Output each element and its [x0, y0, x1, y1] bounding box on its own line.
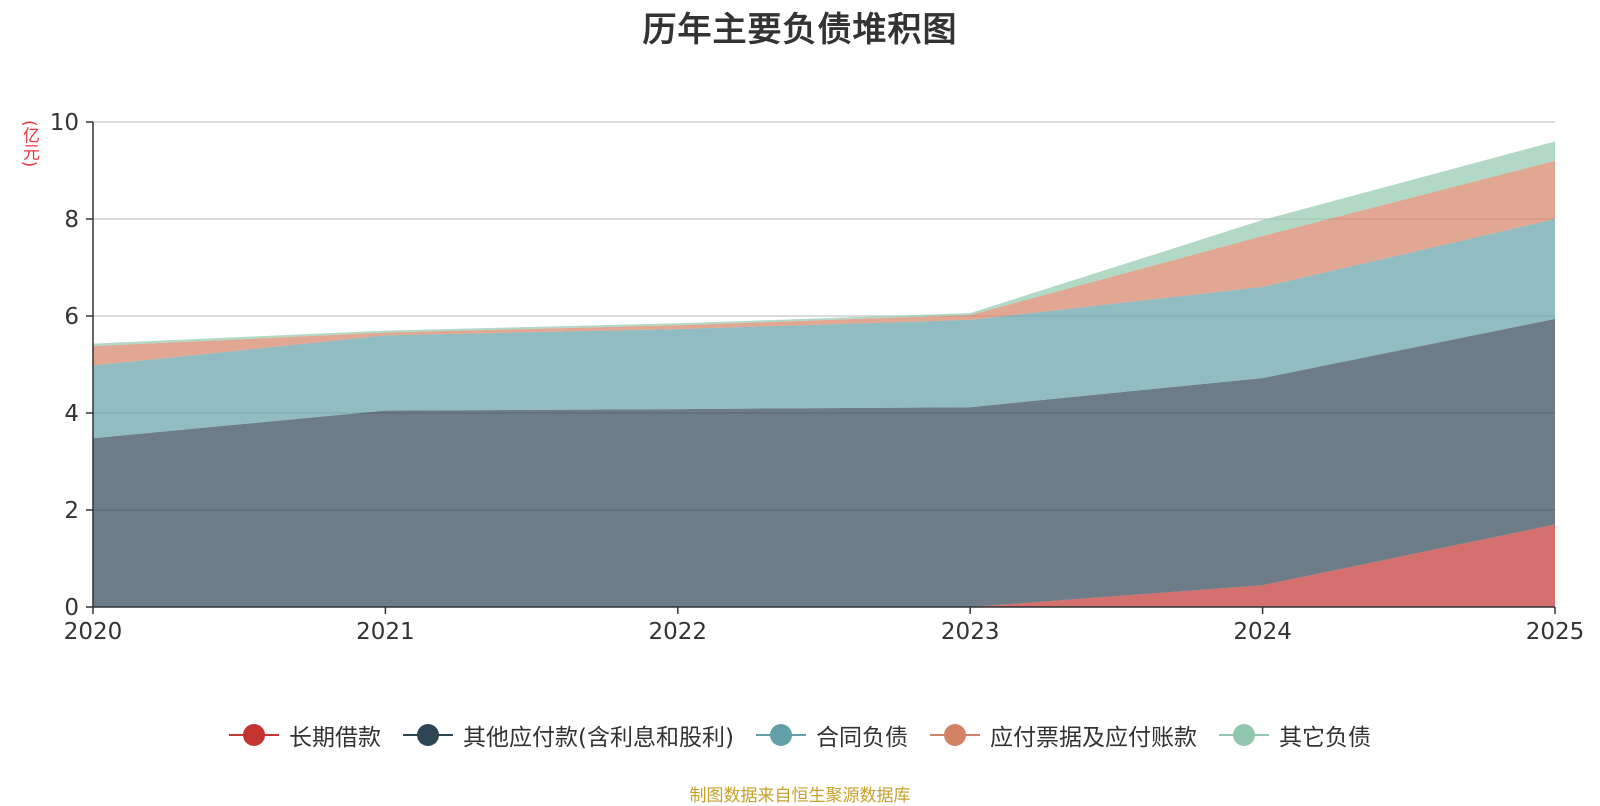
x-tick-label: 2025 — [1526, 619, 1585, 645]
y-tick-label: 0 — [64, 595, 79, 621]
x-tick-label: 2022 — [649, 619, 708, 645]
legend-item-4[interactable]: 其它负债 — [1218, 718, 1371, 752]
area-series-1 — [93, 318, 1555, 607]
legend-marker-icon — [403, 722, 454, 748]
y-tick-label: 6 — [64, 304, 79, 330]
chart-title: 历年主要负债堆积图 — [642, 10, 958, 50]
legend-item-1[interactable]: 其他应付款(含利息和股利) — [403, 718, 734, 752]
y-tick-label: 2 — [64, 498, 79, 524]
legend-item-2[interactable]: 合同负债 — [755, 718, 908, 752]
area-layer — [93, 141, 1555, 607]
area-series-3 — [93, 160, 1555, 366]
data-source-note: 制图数据来自恒生聚源数据库 — [689, 786, 911, 806]
axis-layer: 0 2 4 6 8 10 2020 2021 2022 2023 2024 2025 — [50, 110, 1585, 645]
legend-marker-icon — [229, 722, 280, 748]
legend-label: 合同负债 — [815, 725, 908, 751]
x-tick-label: 2021 — [356, 619, 415, 645]
y-tick-label: 10 — [50, 110, 79, 136]
area-series-2 — [93, 219, 1555, 439]
x-tick-label: 2024 — [1233, 619, 1292, 645]
y-tick-label: 4 — [64, 401, 79, 427]
y-axis-unit-label: (亿元) — [19, 120, 39, 168]
legend-label: 应付票据及应付账款 — [989, 725, 1197, 751]
legend-item-0[interactable]: 长期借款 — [229, 718, 381, 752]
x-tick-label: 2023 — [941, 619, 1000, 645]
y-tick-label: 8 — [64, 207, 79, 233]
legend-marker-icon — [1218, 722, 1269, 748]
legend-marker-icon — [929, 722, 980, 748]
legend-label: 其它负债 — [1278, 725, 1371, 751]
legend-marker-icon — [755, 722, 806, 748]
legend-label: 长期借款 — [289, 725, 382, 751]
legend: 长期借款 其他应付款(含利息和股利) 合同负债 应付票据及应付账款 其它负债 — [0, 718, 1600, 752]
legend-label: 其他应付款(含利息和股利) — [463, 725, 734, 751]
x-tick-label: 2020 — [64, 619, 123, 645]
area-series-0 — [93, 524, 1555, 607]
legend-item-3[interactable]: 应付票据及应付账款 — [929, 718, 1197, 752]
